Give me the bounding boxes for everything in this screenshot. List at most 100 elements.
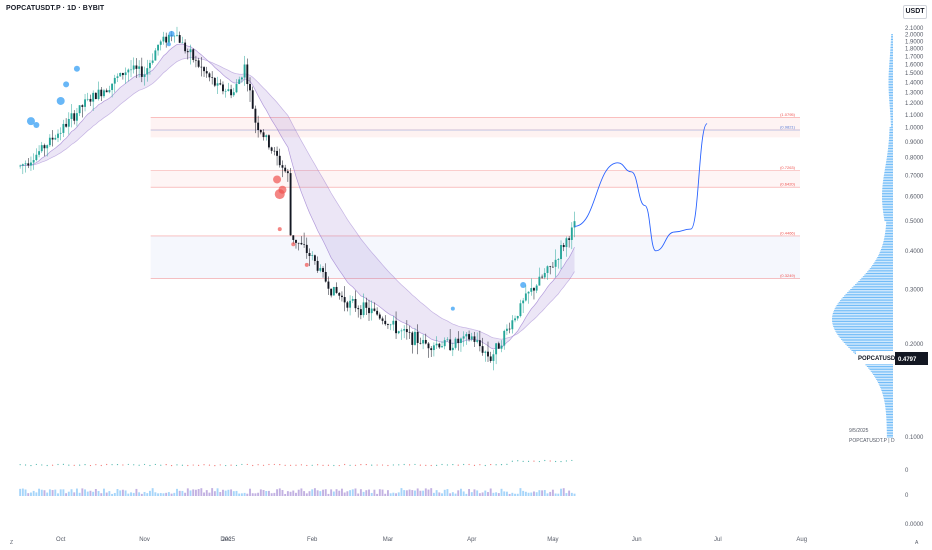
volume-profile-bar xyxy=(837,303,893,305)
y-tick-label: 0.3000 xyxy=(905,287,924,293)
volume-bar xyxy=(332,491,335,496)
indicator-dot xyxy=(246,463,248,466)
candle-body xyxy=(549,266,552,267)
volume-profile-bar xyxy=(885,162,893,164)
volume-bar xyxy=(481,492,484,496)
candle-body xyxy=(354,299,357,309)
volume-profile-bar xyxy=(888,79,893,81)
candle-body xyxy=(292,235,295,240)
volume-profile-bar xyxy=(884,173,893,175)
volume-bar xyxy=(75,488,78,496)
candle-body xyxy=(562,245,565,248)
buy-signal-dot xyxy=(26,117,35,126)
candle-body xyxy=(184,42,187,52)
candle-body xyxy=(108,89,111,93)
candle-body xyxy=(476,340,479,342)
candle-body xyxy=(154,50,157,61)
indicator-dot xyxy=(538,460,540,463)
candle-body xyxy=(222,84,224,92)
volume-profile-bar xyxy=(882,202,893,204)
candle-body xyxy=(538,276,541,286)
candle-body xyxy=(240,77,243,80)
x-tick-label: Oct xyxy=(56,537,66,543)
volume-profile-bar xyxy=(885,231,893,233)
volume-bar xyxy=(322,489,324,496)
volume-bar xyxy=(327,493,330,496)
volume-bar xyxy=(359,489,362,496)
volume-profile-bar xyxy=(890,43,893,45)
volume-profile-bar xyxy=(883,210,893,212)
volume-profile-bar xyxy=(889,130,893,132)
volume-bar xyxy=(489,488,492,496)
volume-profile-bar xyxy=(890,39,893,40)
candle-body xyxy=(500,345,503,349)
volume-profile-bar xyxy=(890,124,893,125)
volume-bar xyxy=(565,493,568,496)
volume-profile-bar xyxy=(885,164,893,165)
volume-profile-bar xyxy=(882,207,893,209)
indicator-dot xyxy=(154,463,156,466)
volume-bar xyxy=(146,493,149,496)
volume-profile-bar xyxy=(881,247,893,249)
auto-scale-icon[interactable]: A xyxy=(915,540,919,546)
currency-button[interactable]: USDT xyxy=(903,5,927,19)
volume-bar xyxy=(149,490,151,496)
indicator-dot xyxy=(517,460,519,462)
volume-bar xyxy=(111,493,114,496)
volume-bar xyxy=(500,488,503,496)
timezone-icon[interactable]: Z xyxy=(10,540,13,546)
volume-bar xyxy=(316,490,319,496)
indicator-dot xyxy=(252,464,254,467)
candle-body xyxy=(530,288,533,292)
volume-bar xyxy=(386,490,389,496)
volume-bar xyxy=(276,489,279,496)
sell-signal-dot xyxy=(278,185,287,194)
volume-profile-bar xyxy=(883,178,893,180)
volume-bar xyxy=(408,489,411,496)
indicator-dot xyxy=(273,463,275,466)
indicator-dot xyxy=(500,464,503,466)
volume-bar xyxy=(538,490,541,496)
volume-profile-bar xyxy=(890,125,893,127)
volume-profile-bar xyxy=(884,237,893,239)
volume-panel: 0 0.0000 xyxy=(19,488,924,528)
volume-bar xyxy=(370,492,373,496)
volume-tick-label: 0 xyxy=(905,493,909,499)
volume-profile-bar xyxy=(888,72,893,74)
volume-profile-bar xyxy=(888,69,893,71)
volume-bar xyxy=(278,488,281,496)
price-axis-panel[interactable] xyxy=(893,0,932,550)
indicator-dot xyxy=(192,464,194,466)
candle-body xyxy=(151,60,154,63)
volume-profile-bar xyxy=(890,120,893,122)
indicator-dot xyxy=(35,463,37,466)
volume-bar xyxy=(505,491,508,496)
candle-body xyxy=(124,72,127,76)
volume-bar xyxy=(435,490,438,496)
volume-profile-bar xyxy=(839,300,893,302)
sell-signal-dot xyxy=(277,227,282,232)
y-tick-label: 1.2000 xyxy=(905,101,924,107)
candle-body xyxy=(157,44,160,51)
indicator-dot xyxy=(317,464,319,466)
volume-profile-bar xyxy=(886,430,893,431)
volume-bar xyxy=(140,493,143,496)
fib-zones xyxy=(150,117,801,279)
price-badge-value: 0.4797 xyxy=(898,357,917,363)
volume-profile-bar xyxy=(885,165,893,167)
indicator-dot xyxy=(419,464,421,466)
candle-body xyxy=(462,336,465,339)
volume-bar xyxy=(400,488,403,496)
indicator-dot xyxy=(127,463,129,466)
volume-profile-bar xyxy=(882,205,893,207)
volume-profile-bar xyxy=(889,96,893,98)
volume-bar xyxy=(508,493,511,496)
volume-profile-bar xyxy=(883,398,893,399)
volume-profile-bar xyxy=(875,377,893,379)
volume-bar xyxy=(473,489,476,496)
volume-profile-bar xyxy=(886,426,893,428)
projection-path xyxy=(574,123,708,252)
indicator-dot xyxy=(468,463,470,466)
volume-profile-bar xyxy=(886,417,893,419)
